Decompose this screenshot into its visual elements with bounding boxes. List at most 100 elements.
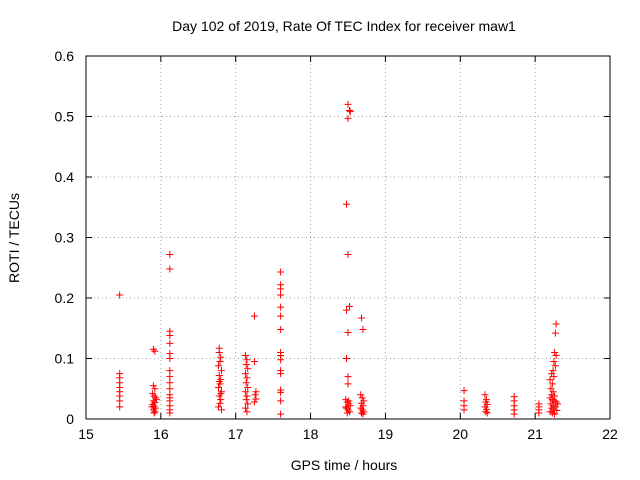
data-point xyxy=(166,373,174,381)
y-tick-label: 0.3 xyxy=(55,230,75,246)
data-point xyxy=(244,400,252,408)
data-point xyxy=(343,355,351,362)
data-point xyxy=(358,394,366,402)
data-point xyxy=(345,397,353,405)
data-point xyxy=(214,403,222,411)
x-tick-label: 16 xyxy=(153,426,169,442)
tick-layer: 15 16 17 18 19 20 21 22 0 0.1 0.2 0.3 0.4 0.5 0.6 xyxy=(55,48,618,442)
chart-title: Day 102 of 2019, Rate Of TEC Index for r… xyxy=(172,18,516,34)
data-point xyxy=(217,390,225,398)
x-tick-label: 21 xyxy=(527,426,543,442)
data-point xyxy=(344,373,352,381)
data-point xyxy=(344,328,352,336)
data-point xyxy=(345,302,353,310)
data-point xyxy=(277,285,285,293)
data-point xyxy=(152,396,160,404)
y-tick-label: 0.2 xyxy=(55,290,75,306)
x-tick-label: 15 xyxy=(78,426,94,442)
data-point xyxy=(151,385,159,393)
data-point xyxy=(250,312,258,320)
data-point xyxy=(149,397,157,405)
data-point xyxy=(216,399,224,407)
data-point xyxy=(549,367,557,375)
data-point xyxy=(241,404,249,412)
data-point xyxy=(149,345,157,353)
data-point xyxy=(553,407,561,415)
data-point xyxy=(250,358,258,366)
data-point xyxy=(116,397,124,405)
data-point xyxy=(244,365,252,373)
data-point xyxy=(552,398,560,406)
data-point xyxy=(242,361,250,369)
data-point xyxy=(151,408,159,416)
data-point xyxy=(242,379,250,387)
data-point xyxy=(241,351,249,359)
data-point xyxy=(343,200,351,208)
data-point xyxy=(357,391,365,399)
data-point xyxy=(343,398,351,406)
data-point xyxy=(151,347,159,355)
x-tick-label: 17 xyxy=(228,426,244,442)
data-point xyxy=(116,291,124,299)
data-point xyxy=(166,265,174,273)
data-point xyxy=(344,380,352,388)
data-point xyxy=(343,404,351,412)
y-tick-label: 0.4 xyxy=(55,169,75,185)
data-point xyxy=(166,367,174,375)
data-point xyxy=(217,396,225,404)
x-tick-label: 19 xyxy=(378,426,394,442)
data-point xyxy=(116,403,124,411)
data-point xyxy=(548,380,556,388)
data-point xyxy=(550,358,558,366)
data-point xyxy=(344,100,352,108)
data-point xyxy=(552,351,560,359)
data-point xyxy=(460,406,468,414)
data-point xyxy=(344,114,352,122)
data-point xyxy=(149,406,157,414)
data-point xyxy=(243,392,251,400)
y-tick-label: 0.1 xyxy=(55,351,75,367)
data-point xyxy=(551,392,559,400)
data-point xyxy=(166,250,174,258)
data-point xyxy=(359,410,367,418)
data-point xyxy=(358,406,366,414)
data-point xyxy=(277,410,285,418)
data-point xyxy=(482,408,490,416)
data-point xyxy=(166,379,174,387)
data-point xyxy=(277,325,285,333)
data-point xyxy=(460,387,468,395)
data-point xyxy=(166,332,174,340)
data-point xyxy=(345,106,353,114)
data-point xyxy=(510,410,518,418)
data-point xyxy=(346,402,354,410)
data-point xyxy=(357,409,365,417)
data-point xyxy=(359,325,367,333)
data-point xyxy=(343,409,351,417)
data-point xyxy=(277,312,285,320)
grid-layer xyxy=(86,56,610,419)
data-point xyxy=(549,388,557,396)
data-point xyxy=(551,348,559,356)
data-point xyxy=(346,108,354,116)
data-point xyxy=(217,406,225,414)
data-point xyxy=(150,392,158,400)
data-point xyxy=(214,362,222,370)
x-tick-label: 20 xyxy=(452,426,468,442)
y-tick-label: 0.5 xyxy=(55,109,75,125)
data-point xyxy=(277,397,285,405)
data-point xyxy=(277,291,285,299)
data-point xyxy=(241,388,249,396)
data-point xyxy=(357,314,365,322)
y-tick-label: 0.6 xyxy=(55,48,75,64)
data-point xyxy=(251,391,259,399)
data-point xyxy=(243,356,251,364)
data-point xyxy=(215,371,223,379)
y-tick-label: 0 xyxy=(66,411,74,427)
data-point xyxy=(244,384,252,392)
data-point xyxy=(342,403,350,411)
data-point xyxy=(215,377,223,385)
data-point xyxy=(344,250,352,258)
data-point xyxy=(242,396,250,404)
data-point xyxy=(343,306,351,314)
